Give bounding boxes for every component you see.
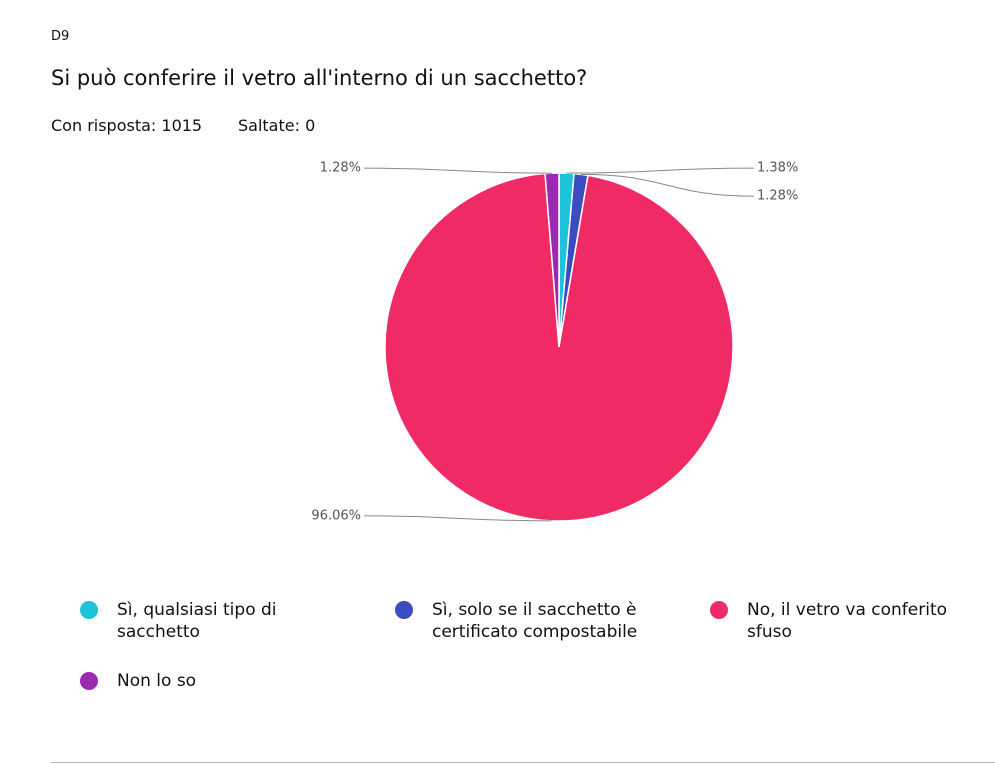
pie-chart: 1.38% 1.28% 1.28% 96.06% xyxy=(311,161,798,524)
skipped-count: Saltate: 0 xyxy=(238,116,316,135)
legend-label: Sì, qualsiasi tipo di sacchetto xyxy=(117,600,277,642)
data-label: 1.28% xyxy=(757,189,798,204)
legend-dot xyxy=(395,601,413,619)
chart-title: Si può conferire il vetro all'interno di… xyxy=(51,66,588,90)
legend-dot xyxy=(80,601,98,619)
legend-label: Sì, solo se il sacchetto è certificato c… xyxy=(432,600,638,642)
data-label: 96.06% xyxy=(311,508,361,523)
legend-label: No, il vetro va conferito sfuso xyxy=(747,600,948,642)
answered-count: Con risposta: 1015 xyxy=(51,116,203,135)
leader-line xyxy=(581,173,755,197)
data-label: 1.28% xyxy=(320,161,361,176)
legend-dot xyxy=(80,672,98,690)
question-id: D9 xyxy=(51,29,70,44)
leader-line xyxy=(566,167,755,174)
legend-dot xyxy=(710,601,728,619)
divider xyxy=(51,762,995,763)
leader-line xyxy=(363,167,553,174)
legend-label: Non lo so xyxy=(117,671,197,691)
data-label: 1.38% xyxy=(757,161,798,176)
leader-line xyxy=(363,515,552,522)
